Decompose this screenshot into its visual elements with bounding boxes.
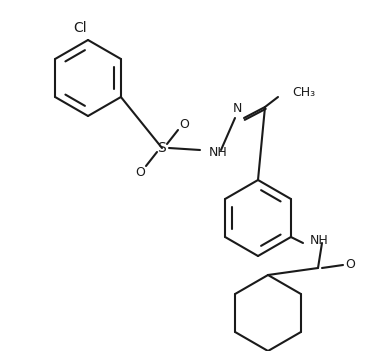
Text: O: O [135, 166, 145, 179]
Text: O: O [345, 258, 355, 272]
Text: S: S [158, 141, 166, 155]
Text: Cl: Cl [73, 21, 87, 35]
Text: N: N [232, 102, 242, 115]
Text: NH: NH [310, 234, 329, 247]
Text: O: O [179, 118, 189, 131]
Text: NH: NH [209, 146, 228, 159]
Text: CH₃: CH₃ [292, 86, 315, 99]
